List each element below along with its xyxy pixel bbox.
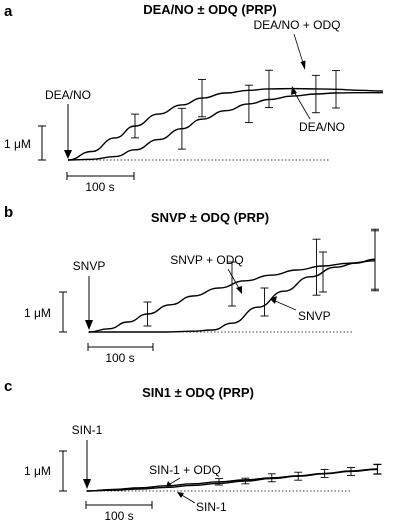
panel-a-series <box>67 69 383 161</box>
panel-b-trace-plain <box>89 258 376 333</box>
panel-c-series-label-odq: SIN-1 + ODQ <box>149 463 221 477</box>
panel-a-x-scale-label: 100 s <box>85 180 114 194</box>
panel-b-error-bar-plain-1 <box>319 251 327 293</box>
panel-c-arrow-label: SIN-1 <box>72 423 103 437</box>
panel-a-title: DEA/NO ± ODQ (PRP) <box>143 2 277 17</box>
panel-b-series-label-plain: SNVP <box>298 309 331 323</box>
panel-c-trace-odq <box>86 468 378 492</box>
panel-c-label: c <box>4 378 12 395</box>
panel-a-label: a <box>4 3 13 20</box>
panel-a-plain-pointer-arrowhead <box>291 86 297 95</box>
panel-a-trace-odq <box>67 87 383 161</box>
panel-a-error-bar-odq-0 <box>131 113 139 139</box>
panel-b-error-bar-odq-1 <box>228 261 236 307</box>
panel-c-error-bar-plain-2 <box>347 466 355 476</box>
panel-a-error-bar-plain-0 <box>177 107 186 150</box>
panel-c-trace-plain <box>86 468 378 492</box>
panel-b-y-scale-label: 1 μM <box>24 306 51 320</box>
panel-b-label: b <box>4 204 13 221</box>
panel-b-error-bar-odq-2 <box>312 238 321 296</box>
panel-a: a DEA/NO ± ODQ (PRP) DEA/NO 1 μM 100 s D… <box>4 2 383 194</box>
panel-c-series <box>86 463 382 492</box>
panel-c-error-bar-odq-1 <box>267 473 276 483</box>
panel-c: c SIN1 ± ODQ (PRP) SIN-1 1 μM 100 s SIN-… <box>4 378 382 521</box>
panel-b-title: SNVP ± ODQ (PRP) <box>151 210 269 225</box>
panel-a-odq-pointer-arrowhead <box>300 60 306 70</box>
panel-c-error-bar-plain-3 <box>373 464 382 475</box>
panel-a-error-bar-odq-3 <box>332 70 340 109</box>
panel-a-error-bar-plain-2 <box>311 74 320 114</box>
panel-b-error-bar-plain-2 <box>371 228 379 290</box>
panel-a-error-bar-plain-1 <box>244 84 253 124</box>
panel-c-error-bar-plain-1 <box>294 471 303 481</box>
panel-b-plain-pointer-arrowhead <box>270 296 277 304</box>
panel-a-series-label-odq: DEA/NO + ODQ <box>253 18 340 32</box>
panel-b: b SNVP ± ODQ (PRP) SNVP 1 μM 100 s SNVP … <box>4 204 379 365</box>
panel-b-injection-arrowhead <box>85 320 93 330</box>
panel-a-trace-plain <box>67 91 383 161</box>
panel-a-arrow-label: DEA/NO <box>45 88 91 102</box>
panel-c-odq-pointer-arrowhead <box>166 481 172 487</box>
panel-c-injection-arrowhead <box>83 479 91 489</box>
panel-c-series-label-plain: SIN-1 <box>196 500 227 514</box>
panel-a-error-bar-odq-2 <box>265 69 273 109</box>
panel-c-error-bar-plain-0 <box>241 477 250 485</box>
panel-b-odq-pointer-arrowhead <box>236 286 242 294</box>
panel-b-error-bar-odq-0 <box>143 301 152 327</box>
panel-b-x-scale-label: 100 s <box>105 351 134 365</box>
panel-a-y-scale-label: 1 μM <box>4 137 31 151</box>
panel-b-series <box>88 228 379 333</box>
panel-b-arrow-label: SNVP <box>73 259 106 273</box>
panel-b-error-bar-plain-0 <box>260 287 269 317</box>
panel-c-title: SIN1 ± ODQ (PRP) <box>142 385 254 400</box>
panel-a-injection-arrowhead <box>64 150 72 159</box>
panel-a-series-label-plain: DEA/NO <box>299 120 345 134</box>
panel-a-error-bar-odq-1 <box>198 78 206 118</box>
panel-b-series-label-odq: SNVP + ODQ <box>170 253 243 267</box>
panel-c-x-scale-label: 100 s <box>104 509 133 521</box>
panel-c-plain-pointer-arrowhead <box>177 492 184 498</box>
panel-c-y-scale-label: 1 μM <box>24 464 51 478</box>
